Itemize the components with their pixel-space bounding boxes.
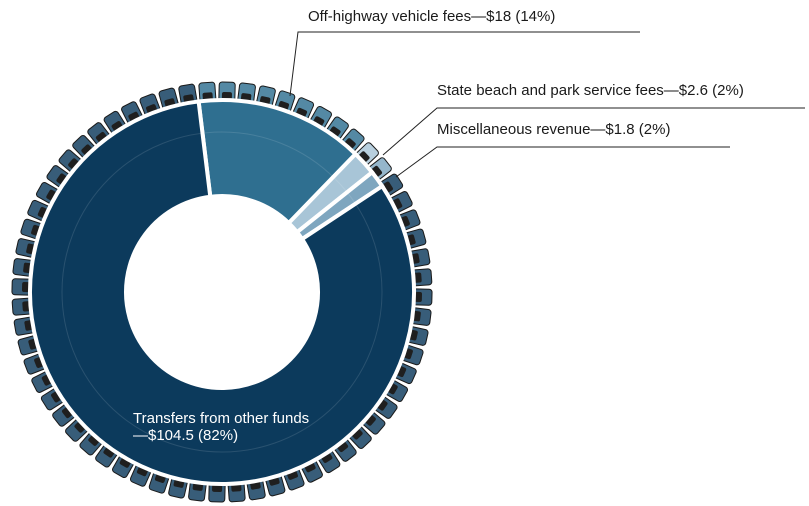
slice-label: State beach and park service fees—$2.6 (… bbox=[437, 82, 744, 99]
slice-label: Off-highway vehicle fees—$18 (14%) bbox=[308, 8, 555, 25]
donut-svg bbox=[0, 0, 809, 506]
leader-line bbox=[396, 147, 730, 177]
slice-label: Transfers from other funds—$104.5 (82%) bbox=[133, 410, 318, 444]
slice-label: Miscellaneous revenue—$1.8 (2%) bbox=[437, 121, 670, 138]
chart: Off-highway vehicle fees—$18 (14%) State … bbox=[0, 0, 809, 506]
